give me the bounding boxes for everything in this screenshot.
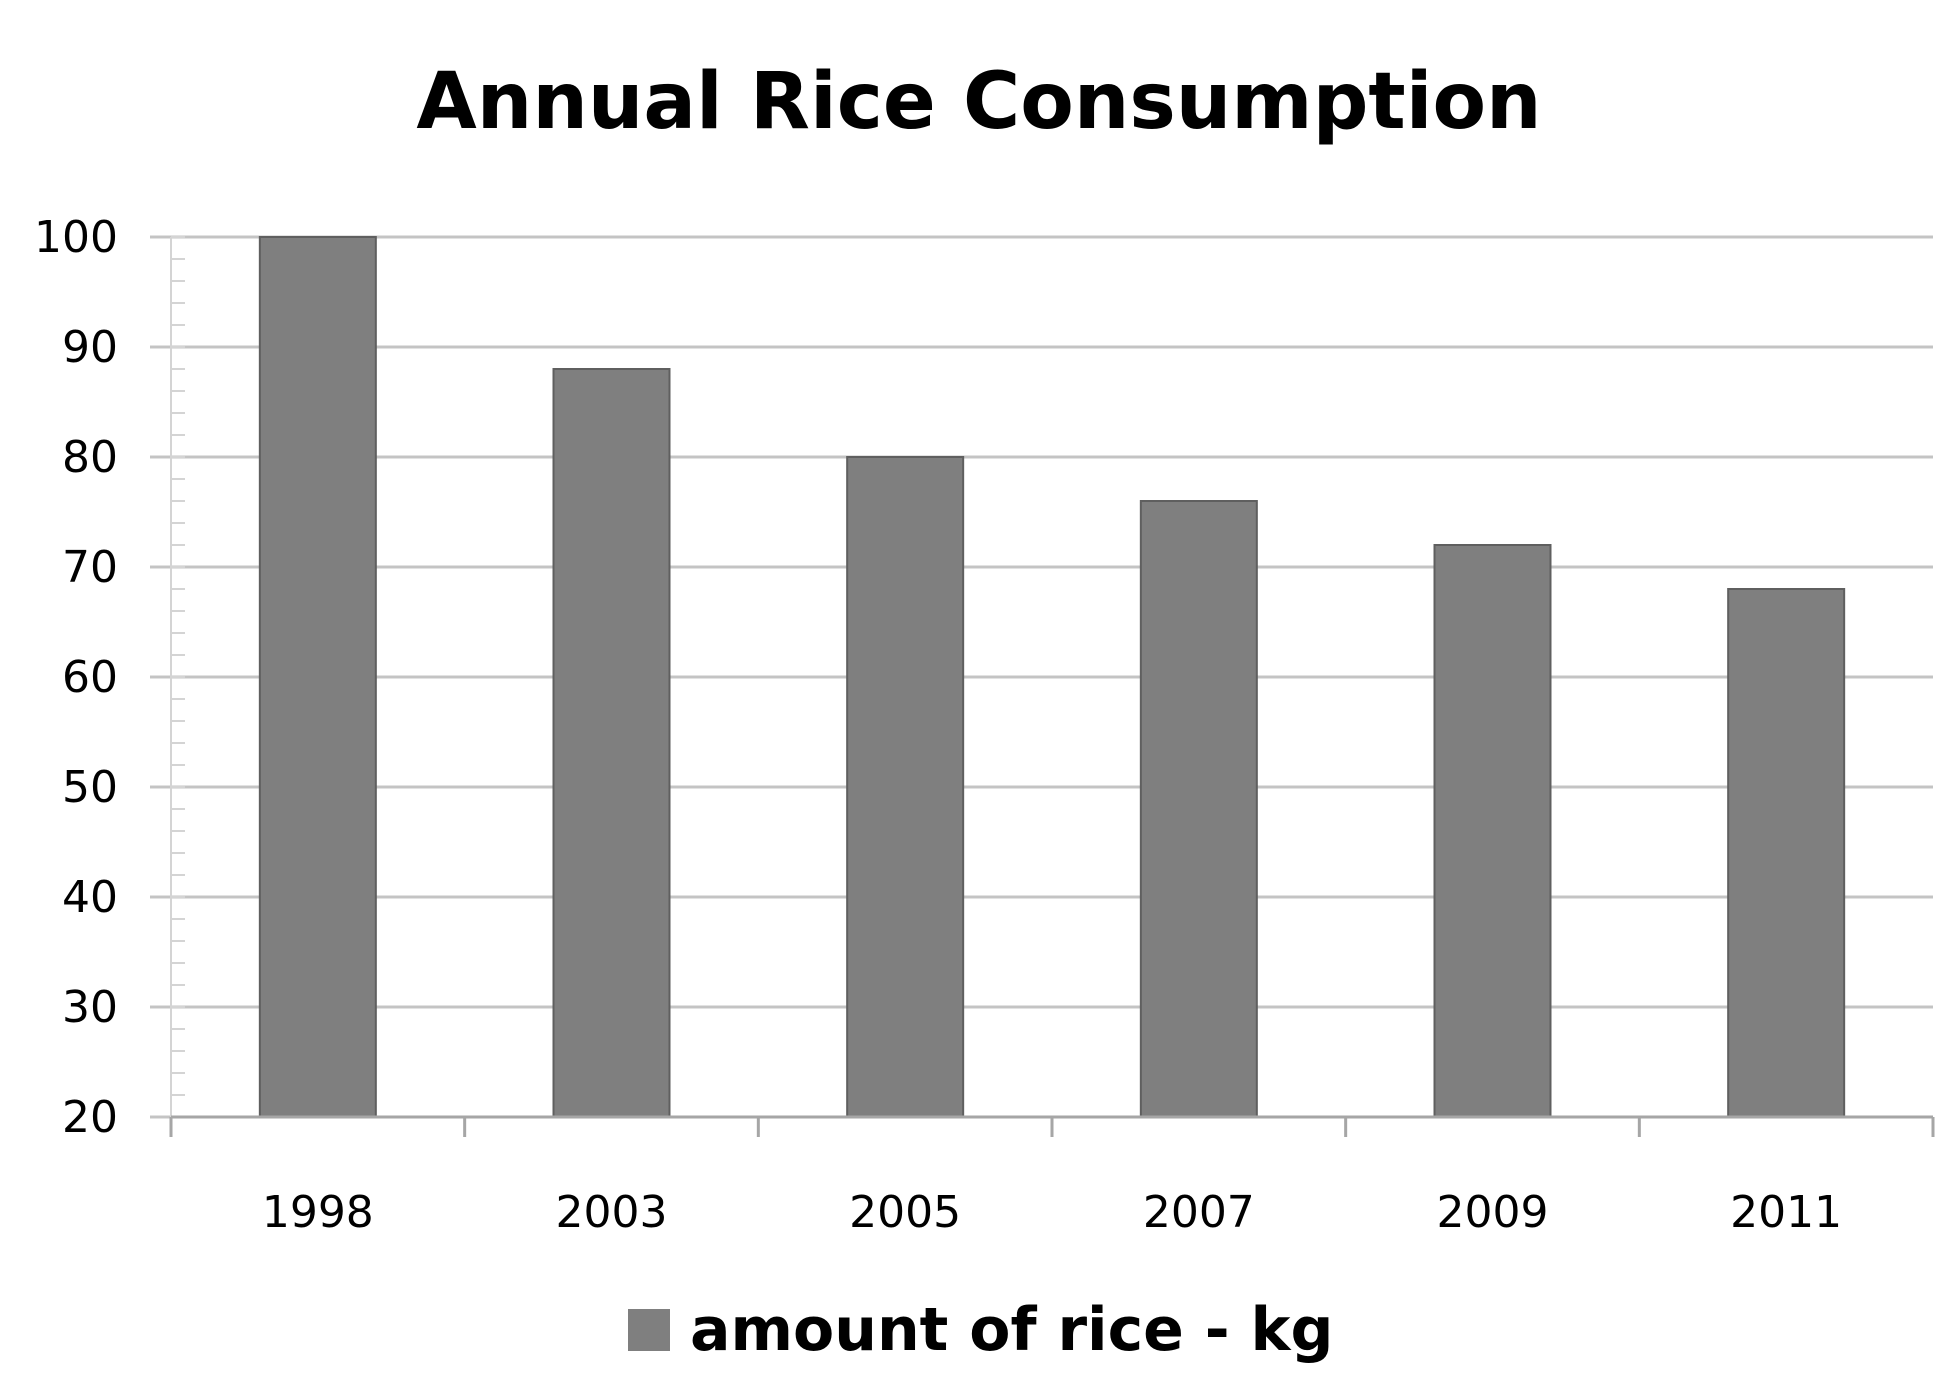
y-tick-label-70: 70 — [62, 542, 118, 593]
y-tick-label-80: 80 — [62, 432, 118, 483]
bar-2005 — [846, 456, 965, 1118]
bar-1998 — [258, 236, 377, 1118]
y-tick-label-50: 50 — [62, 762, 118, 813]
legend-swatch — [628, 1309, 670, 1351]
x-axis — [169, 1115, 1935, 1137]
x-tick-label-2009: 2009 — [1437, 1187, 1549, 1238]
y-tick-label-40: 40 — [62, 872, 118, 923]
legend: amount of rice - kg — [628, 1295, 1333, 1365]
chart-title: Annual Rice Consumption — [416, 57, 1541, 147]
y-tick-label-90: 90 — [62, 322, 118, 373]
y-axis-minor-ticks — [170, 236, 185, 1118]
x-tick-label-2011: 2011 — [1730, 1187, 1842, 1238]
x-tick-label-2005: 2005 — [849, 1187, 961, 1238]
legend-label: amount of rice - kg — [690, 1295, 1333, 1365]
y-tick-label-20: 20 — [62, 1092, 118, 1143]
y-tick-label-60: 60 — [62, 652, 118, 703]
x-tick-label-2007: 2007 — [1143, 1187, 1255, 1238]
x-tick-label-2003: 2003 — [556, 1187, 668, 1238]
x-tick-label-1998: 1998 — [262, 1187, 374, 1238]
y-tick-label-100: 100 — [34, 212, 118, 263]
y-tick-label-30: 30 — [62, 982, 118, 1033]
bar-2003 — [552, 368, 671, 1118]
bar-2007 — [1139, 500, 1258, 1118]
bar-2009 — [1433, 544, 1552, 1118]
bar-2011 — [1727, 588, 1846, 1118]
x-axis-tick-labels: 1998 2003 2005 2007 2009 2011 — [262, 1187, 1842, 1238]
bars — [258, 236, 1846, 1118]
y-axis-tick-labels: 20 30 40 50 60 70 80 90 100 — [34, 212, 118, 1143]
